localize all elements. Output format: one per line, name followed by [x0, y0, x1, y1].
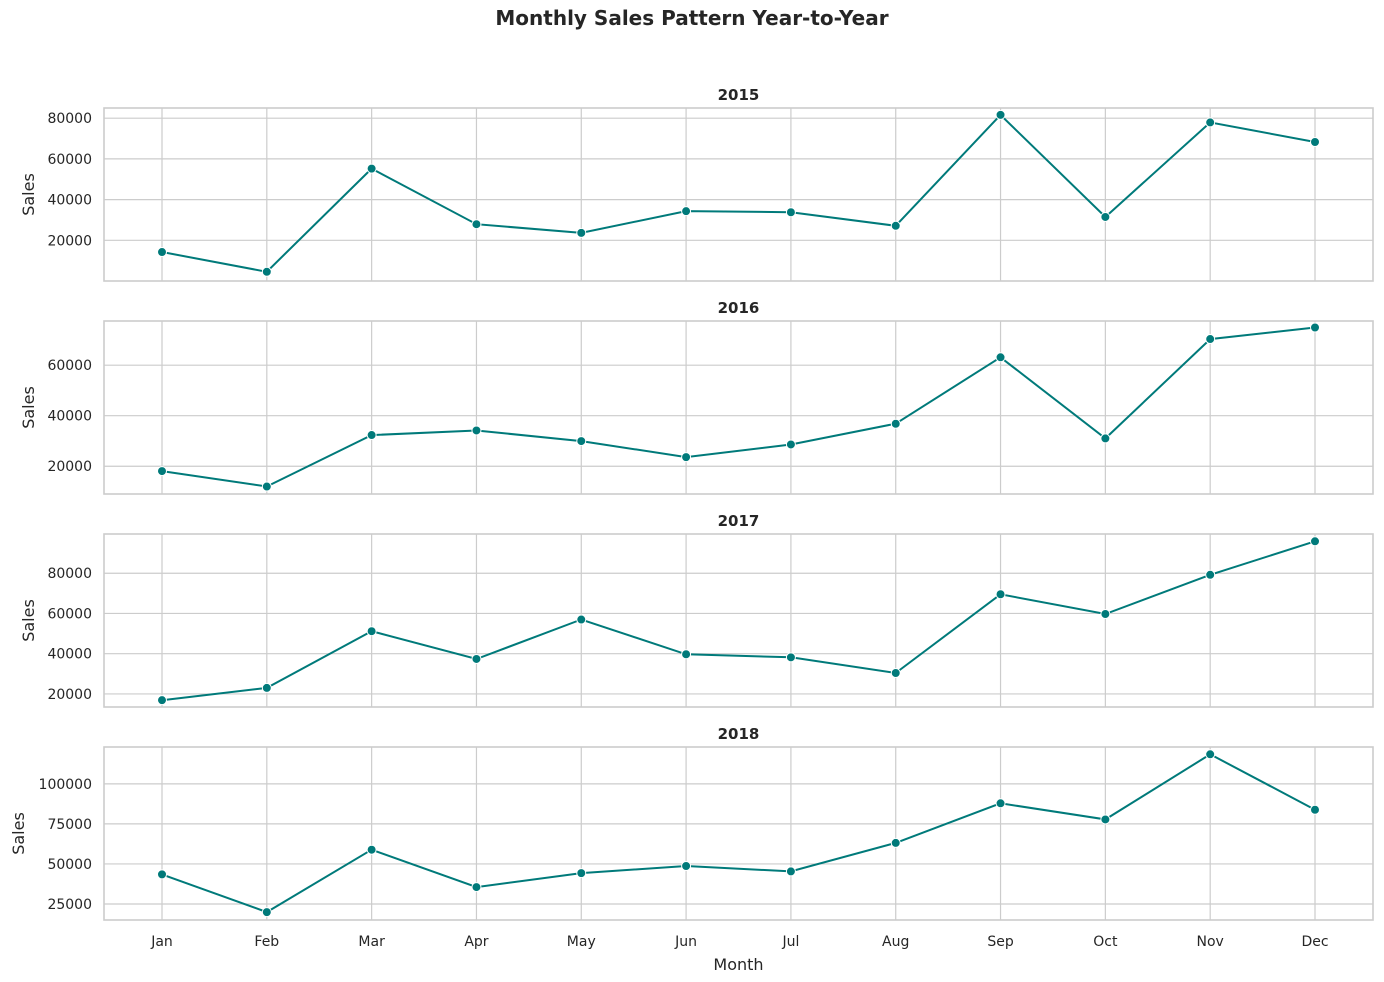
data-point-Jun	[681, 860, 692, 871]
y-tick-label: 60000	[47, 606, 92, 622]
data-point-Dec	[1310, 536, 1320, 547]
x-tick-label: Oct	[1093, 934, 1118, 950]
series-line-2015	[161, 113, 1316, 273]
x-tick-label: Dec	[1301, 934, 1328, 950]
data-point-Aug	[890, 418, 901, 429]
data-point-Nov	[1205, 334, 1216, 345]
subplot-2018: 25000 50000 75000 100000 2018 Sales	[9, 725, 1374, 921]
subplot-2017: 20000 40000 60000 80000 2017 Sales	[19, 512, 1374, 708]
y-tick-label: 20000	[47, 687, 92, 703]
data-point-Jul	[785, 652, 796, 663]
data-point-May	[576, 868, 587, 879]
data-point-Nov	[1205, 749, 1216, 760]
data-point-Dec	[1310, 322, 1320, 333]
subplot-title: 2017	[718, 512, 760, 530]
data-point-May	[576, 227, 587, 238]
axes-frame	[103, 746, 1374, 921]
x-tick-label: Jul	[781, 934, 799, 950]
y-tick-label: 40000	[47, 647, 92, 663]
axes-frame	[103, 320, 1374, 495]
subplot-title: 2015	[718, 86, 760, 104]
y-tick-label: 80000	[47, 111, 92, 127]
data-point-Jun	[681, 452, 692, 463]
data-point-Sep	[995, 352, 1006, 363]
y-tick-label: 75000	[47, 817, 92, 833]
data-point-Aug	[890, 668, 901, 679]
data-point-Jul	[785, 207, 796, 218]
data-point-Jul	[785, 866, 796, 877]
x-tick-label: Mar	[358, 934, 385, 950]
axes-frame	[103, 107, 1374, 282]
subplot-2015: 20000 40000 60000 80000 2015 Sales	[19, 86, 1374, 282]
data-point-Jan	[157, 869, 167, 880]
y-tick-label: 25000	[47, 897, 92, 913]
data-point-Aug	[890, 220, 901, 231]
data-point-Jul	[785, 439, 796, 450]
y-tick-label: 40000	[47, 193, 92, 209]
data-point-Dec	[1310, 804, 1320, 815]
x-tick-label: Apr	[464, 934, 488, 950]
data-point-Mar	[366, 626, 377, 637]
data-point-Nov	[1205, 569, 1216, 580]
y-tick-label: 40000	[47, 409, 92, 425]
subplot-title: 2016	[718, 299, 760, 317]
data-point-Apr	[471, 425, 482, 436]
data-point-Feb	[261, 682, 272, 693]
axes-frame	[103, 533, 1374, 708]
y-tick-label: 80000	[47, 566, 92, 582]
series-line-2018	[161, 753, 1316, 914]
data-point-Feb	[261, 481, 272, 492]
data-point-Apr	[471, 219, 482, 230]
x-tick-label: Jan	[150, 934, 173, 950]
data-point-Jun	[681, 206, 692, 217]
data-point-Apr	[471, 882, 482, 893]
y-axis-label: Sales	[19, 599, 38, 642]
data-point-Oct	[1100, 814, 1111, 825]
data-point-Feb	[261, 266, 272, 277]
data-point-Feb	[261, 907, 272, 918]
x-tick-label: Aug	[882, 934, 909, 950]
chart-title: Monthly Sales Pattern Year-to-Year	[495, 6, 889, 30]
data-point-Jun	[681, 649, 692, 660]
data-point-Apr	[471, 653, 482, 664]
x-tick-label: Nov	[1197, 934, 1224, 950]
x-tick-label: May	[567, 934, 596, 950]
data-point-Sep	[995, 798, 1006, 809]
data-point-Jan	[157, 695, 167, 706]
y-tick-label: 20000	[47, 233, 92, 249]
data-point-May	[576, 614, 587, 625]
y-tick-label: 60000	[47, 358, 92, 374]
y-tick-label: 60000	[47, 152, 92, 168]
x-tick-label: Sep	[987, 934, 1014, 950]
data-point-Mar	[366, 844, 377, 855]
y-tick-label: 50000	[47, 857, 92, 873]
data-point-Oct	[1100, 211, 1111, 222]
data-point-Sep	[995, 109, 1006, 120]
data-point-Jan	[157, 247, 167, 258]
data-point-Dec	[1310, 137, 1320, 148]
data-point-Oct	[1100, 608, 1111, 619]
series-line-2017	[161, 540, 1316, 702]
y-tick-label: 20000	[47, 459, 92, 475]
y-tick-label: 100000	[39, 777, 92, 793]
y-axis-label: Sales	[19, 386, 38, 429]
data-point-Jan	[157, 466, 167, 477]
x-tick-label: Feb	[254, 934, 279, 950]
data-point-Oct	[1100, 433, 1111, 444]
y-axis-label: Sales	[9, 812, 28, 855]
subplot-2016: 20000 40000 60000 2016 Sales	[19, 299, 1374, 495]
x-axis-label: Month	[713, 955, 763, 974]
series-line-2016	[161, 326, 1316, 488]
subplot-title: 2018	[718, 725, 760, 743]
x-tick-label: Jun	[674, 934, 697, 950]
data-point-Sep	[995, 589, 1006, 600]
data-point-Aug	[890, 837, 901, 848]
data-point-Mar	[366, 163, 377, 174]
data-point-Nov	[1205, 117, 1216, 128]
data-point-May	[576, 436, 587, 447]
data-point-Mar	[366, 430, 377, 441]
y-axis-label: Sales	[19, 173, 38, 216]
